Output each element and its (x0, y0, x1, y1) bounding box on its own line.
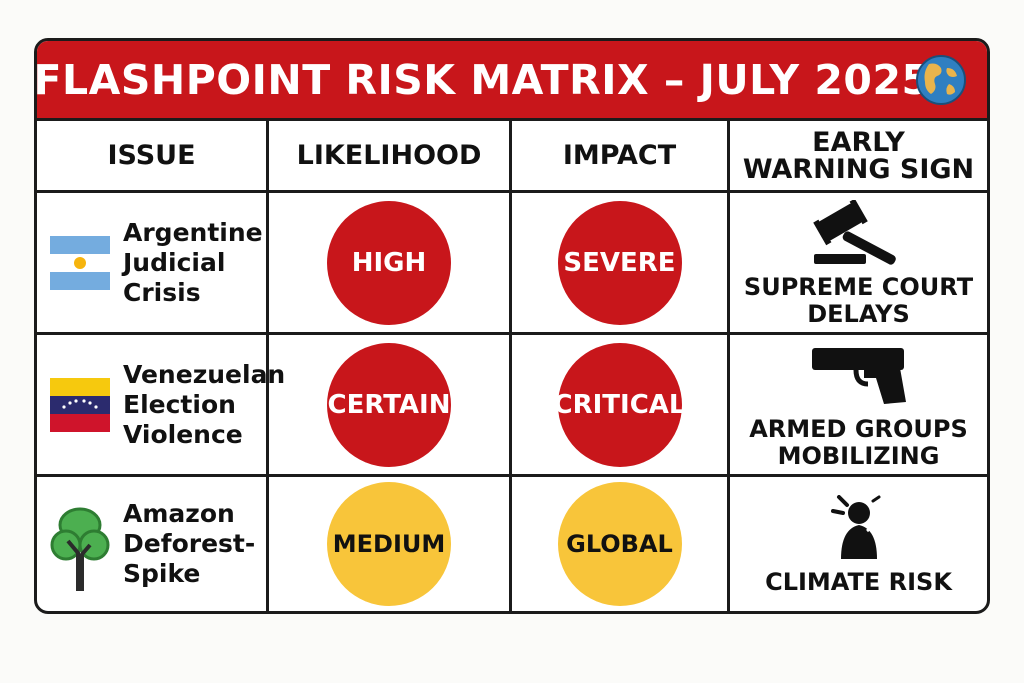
distressed-person-icon (819, 493, 899, 563)
likelihood-cell-venezuela: CERTAIN (269, 335, 512, 477)
issue-label-line: Violence (123, 419, 243, 449)
title-banner: FLASHPOINT RISK MATRIX – JULY 2025 (37, 41, 987, 121)
header-warning-line2: WARNING SIGN (742, 153, 975, 185)
warning-label-line: DELAYS (807, 299, 910, 328)
likelihood-cell-argentina: HIGH (269, 193, 512, 335)
impact-cell-venezuela: CRITICAL (512, 335, 730, 477)
header-warning-line1: EARLY (812, 126, 905, 158)
warning-cell-amazon: CLIMATE RISK (730, 477, 987, 611)
issue-label-line: Venezuelan (123, 359, 286, 389)
globe-icon (916, 55, 966, 105)
argentina-flag-icon (49, 232, 111, 294)
issue-label-line: Deforest- (123, 529, 256, 558)
page-title: FLASHPOINT RISK MATRIX – JULY 2025 (34, 55, 931, 104)
warning-label-line: CLIMATE RISK (765, 567, 952, 596)
impact-cell-argentina: SEVERE (512, 193, 730, 335)
impact-badge: CRITICAL (554, 342, 685, 467)
header-impact: IMPACT (512, 121, 730, 193)
risk-matrix-card: FLASHPOINT RISK MATRIX – JULY 2025 ISSUE… (34, 38, 990, 614)
issue-label-line: Judicial (123, 247, 226, 277)
impact-cell-amazon: GLOBAL (512, 477, 730, 611)
likelihood-badge: MEDIUM (327, 482, 451, 606)
header-likelihood: LIKELIHOOD (269, 121, 512, 193)
likelihood-badge: HIGH (327, 200, 451, 325)
issue-label-line: Election (123, 389, 236, 419)
tree-icon (49, 507, 111, 591)
issue-label-line: Crisis (123, 277, 201, 307)
pistol-icon (804, 340, 914, 410)
impact-badge: SEVERE (557, 200, 682, 325)
warning-label-line: SUPREME COURT (743, 273, 974, 302)
warning-cell-venezuela: ARMED GROUPS MOBILIZING (730, 335, 987, 477)
venezuela-flag-icon (49, 374, 111, 436)
header-early-warning: EARLY WARNING SIGN (730, 121, 987, 193)
likelihood-badge: CERTAIN (327, 342, 451, 467)
gavel-icon (804, 198, 914, 268)
header-issue: ISSUE (37, 121, 269, 193)
matrix-grid: ISSUE LIKELIHOOD IMPACT EARLY WARNING SI… (37, 121, 987, 611)
likelihood-cell-amazon: MEDIUM (269, 477, 512, 611)
issue-label-line: Spike (123, 559, 201, 588)
warning-label-line: MOBILIZING (777, 441, 940, 470)
warning-cell-argentina: SUPREME COURT DELAYS (730, 193, 987, 335)
warning-label-line: ARMED GROUPS (749, 415, 968, 444)
issue-label-line: Argentine (123, 217, 263, 247)
issue-cell-argentina: Argentine Judicial Crisis (37, 193, 269, 335)
issue-label-line: Amazon (123, 499, 235, 528)
issue-cell-amazon: Amazon Deforest- Spike (37, 477, 269, 611)
impact-badge: GLOBAL (557, 482, 682, 606)
issue-cell-venezuela: Venezuelan Election Violence (37, 335, 285, 477)
